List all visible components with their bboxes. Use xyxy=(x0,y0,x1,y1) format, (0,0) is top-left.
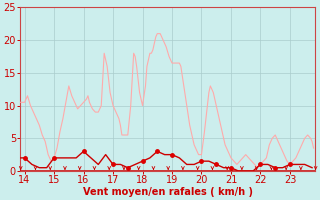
X-axis label: Vent moyen/en rafales ( km/h ): Vent moyen/en rafales ( km/h ) xyxy=(83,187,252,197)
